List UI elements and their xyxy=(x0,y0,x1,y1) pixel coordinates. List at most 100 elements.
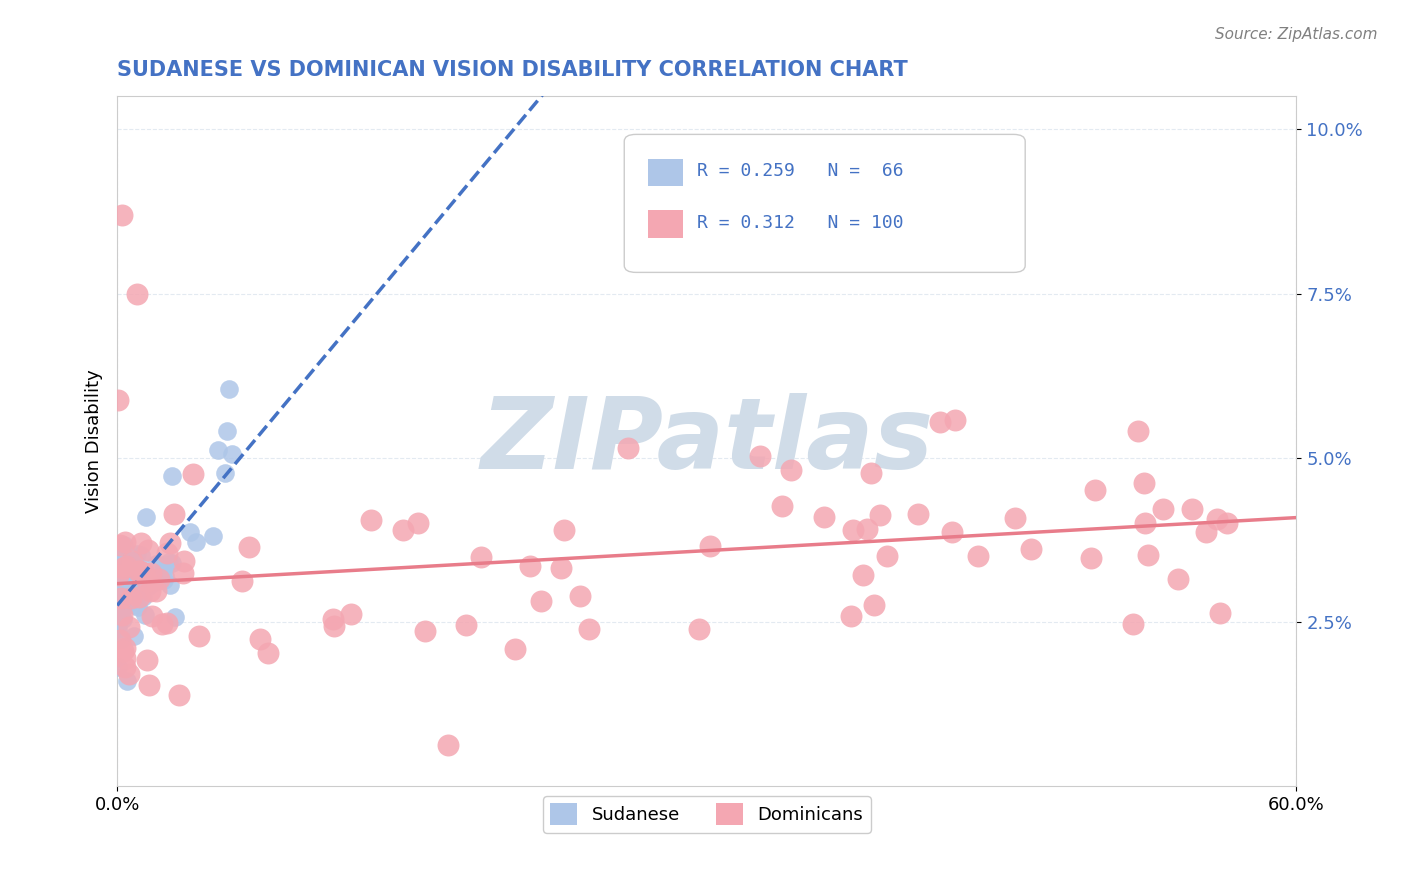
Point xyxy=(163,610,186,624)
Point xyxy=(108,632,131,647)
Point xyxy=(360,513,382,527)
Point xyxy=(162,508,184,522)
Point xyxy=(117,596,139,610)
Point xyxy=(1135,516,1157,530)
Point xyxy=(112,538,135,552)
Point xyxy=(145,584,167,599)
Point xyxy=(839,609,862,624)
Text: Source: ZipAtlas.com: Source: ZipAtlas.com xyxy=(1215,27,1378,42)
Point xyxy=(122,629,145,643)
Point xyxy=(125,547,148,561)
Point xyxy=(135,574,157,589)
Point xyxy=(128,564,150,578)
Point xyxy=(179,524,201,539)
Point xyxy=(120,581,142,595)
Point xyxy=(108,538,131,552)
Point xyxy=(503,642,526,657)
Point xyxy=(856,522,879,536)
Point xyxy=(159,535,181,549)
Point xyxy=(322,612,344,626)
Point xyxy=(111,560,134,574)
Y-axis label: Vision Disability: Vision Disability xyxy=(86,369,103,513)
Point xyxy=(749,449,772,463)
Point xyxy=(1128,425,1150,439)
Point xyxy=(616,441,638,455)
Point xyxy=(107,546,129,560)
Point xyxy=(143,574,166,589)
Point xyxy=(107,622,129,636)
Point xyxy=(107,392,129,407)
Point xyxy=(114,660,136,674)
Point xyxy=(231,574,253,588)
Point xyxy=(941,525,963,540)
Point xyxy=(852,568,875,582)
Point xyxy=(470,550,492,565)
Point xyxy=(152,558,174,572)
Point xyxy=(1122,617,1144,632)
Point xyxy=(578,622,600,636)
FancyBboxPatch shape xyxy=(624,135,1025,272)
Point xyxy=(107,610,129,624)
Point xyxy=(876,549,898,563)
Point xyxy=(128,591,150,605)
Point xyxy=(111,592,134,607)
Point xyxy=(114,579,136,593)
Point xyxy=(135,653,157,667)
Point xyxy=(134,608,156,623)
Point xyxy=(127,564,149,578)
Point xyxy=(115,558,138,573)
Point xyxy=(159,578,181,592)
Point xyxy=(184,535,207,549)
Point xyxy=(107,568,129,582)
Point xyxy=(110,591,132,605)
Point xyxy=(530,594,553,608)
Point xyxy=(860,466,883,480)
Point xyxy=(167,689,190,703)
Point xyxy=(111,593,134,607)
Point xyxy=(108,563,131,577)
Point xyxy=(249,632,271,647)
Point xyxy=(699,539,721,553)
Point xyxy=(118,585,141,599)
Point xyxy=(139,566,162,580)
Point xyxy=(1080,551,1102,566)
Point xyxy=(121,591,143,605)
Text: SUDANESE VS DOMINICAN VISION DISABILITY CORRELATION CHART: SUDANESE VS DOMINICAN VISION DISABILITY … xyxy=(117,60,908,79)
Point xyxy=(138,677,160,691)
Point xyxy=(162,556,184,570)
Point xyxy=(413,624,436,638)
Point xyxy=(111,604,134,618)
Point xyxy=(550,561,572,575)
Point xyxy=(437,738,460,752)
Point xyxy=(392,523,415,537)
Point xyxy=(115,673,138,688)
Point xyxy=(1004,510,1026,524)
Point xyxy=(150,616,173,631)
Point xyxy=(107,583,129,598)
Point xyxy=(121,571,143,585)
Legend: Sudanese, Dominicans: Sudanese, Dominicans xyxy=(543,797,870,832)
Point xyxy=(257,646,280,660)
Point xyxy=(112,581,135,595)
Point xyxy=(863,599,886,613)
Text: R = 0.259   N =  66: R = 0.259 N = 66 xyxy=(697,162,904,180)
Point xyxy=(114,535,136,549)
Point xyxy=(1216,516,1239,530)
Point xyxy=(118,577,141,591)
Point xyxy=(214,466,236,480)
Point xyxy=(136,542,159,557)
Point xyxy=(945,412,967,426)
Point xyxy=(1209,606,1232,620)
Point xyxy=(139,583,162,598)
Point xyxy=(115,576,138,591)
Point xyxy=(172,566,194,580)
Point xyxy=(110,590,132,604)
Text: ZIPatlas: ZIPatlas xyxy=(481,393,934,490)
Point xyxy=(340,607,363,622)
Point xyxy=(207,443,229,458)
Point xyxy=(160,468,183,483)
Point xyxy=(110,566,132,581)
Point xyxy=(112,644,135,658)
Point xyxy=(111,208,134,222)
Point xyxy=(173,554,195,568)
